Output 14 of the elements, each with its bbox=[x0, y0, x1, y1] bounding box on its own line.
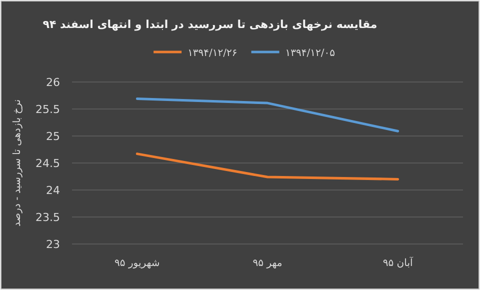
y-tick-label: 23 bbox=[46, 238, 60, 251]
x-tick-label: مهر ۹۵ bbox=[252, 258, 282, 269]
legend-label: ۱۳۹۴/۱۲/۲۶ bbox=[188, 48, 238, 59]
y-tick-label: 24.5 bbox=[36, 157, 60, 170]
x-tick-label: آبان ۹۵ bbox=[382, 256, 414, 269]
y-tick-label: 23.5 bbox=[36, 211, 60, 224]
y-tick-label: 25.5 bbox=[36, 103, 60, 116]
y-tick-label: 24 bbox=[46, 184, 60, 197]
legend-label: ۱۳۹۴/۱۲/۰۵ bbox=[285, 48, 335, 59]
x-tick-label: شهریور ۹۵ bbox=[114, 258, 160, 269]
chart-title: مقایسه نرخهای بازدهی تا سررسید در ابتدا و انتهای اسفند ۹۴ bbox=[42, 18, 378, 31]
y-axis-title: نرخ بازدهی تا سررسید - درصد bbox=[12, 99, 23, 227]
y-tick-label: 25 bbox=[46, 130, 60, 143]
y-tick-label: 26 bbox=[46, 76, 60, 89]
